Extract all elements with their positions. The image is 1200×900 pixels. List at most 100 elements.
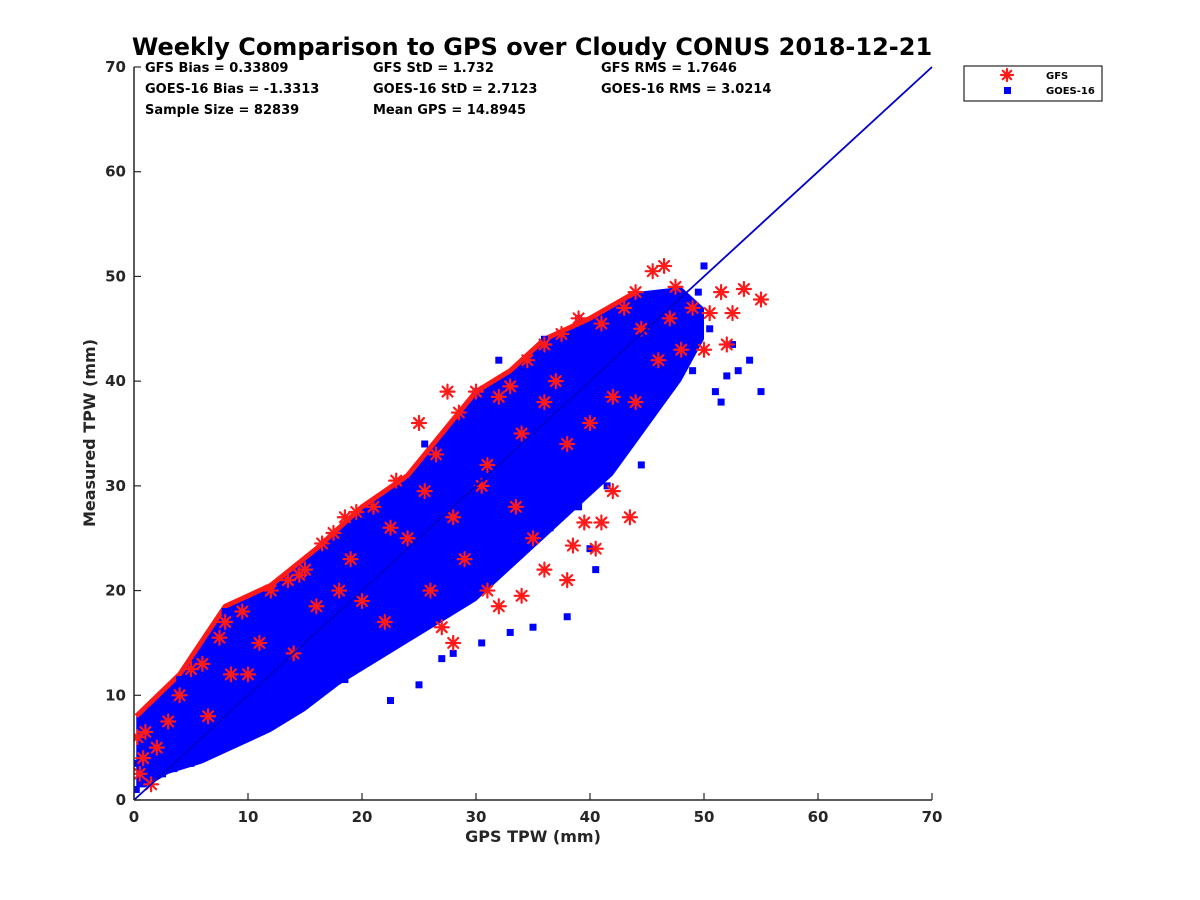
gfs-point [353,592,371,610]
gfs-point [148,739,165,756]
gfs-point [382,519,399,536]
y-ticks: 0 10 20 30 40 50 60 70 [105,58,141,809]
y-tick-label: 50 [105,267,126,285]
gfs-point [587,540,604,557]
goes-16-point [620,409,628,417]
gfs-point [479,582,496,599]
legend-box [963,65,1103,102]
goes-16-point [489,440,497,448]
goes-16-point [358,618,366,626]
gfs-point [422,582,439,599]
gfs-point [627,393,644,411]
goes-16-point [506,628,514,636]
goes-16-point [586,367,594,375]
goes-16-point [495,356,503,364]
goes-16-point [666,356,674,364]
goes-16-point [523,419,531,427]
goes-16-point [216,744,223,752]
goes-16-point [267,712,275,720]
goes-16-point [558,398,565,406]
goes-16-point [501,555,508,563]
gfs-point [513,587,530,604]
goes-16-point [187,759,195,767]
gfs-point [650,352,667,369]
legend-gfs-marker [999,67,1015,83]
gfs-point [479,456,496,474]
goes-16-point [483,498,491,506]
gfs-point [712,284,730,301]
gfs-point [234,603,251,620]
goes-16-point [273,717,280,725]
stat-annotation: GOES-16 Bias = -1.3313 [145,82,319,97]
goes-16-point [677,335,685,343]
gfs-point [502,378,519,395]
goes-16-point [438,655,446,663]
y-tick-label: 70 [105,58,126,76]
gfs-point [564,537,582,554]
gfs-point [667,278,684,295]
gfs-point [445,509,462,526]
gfs-point [593,514,610,531]
gfs-point [627,284,644,301]
goes-16-point [466,576,474,584]
gfs-point [365,498,382,515]
gfs-point [673,341,690,358]
gfs-point [559,435,576,453]
goes-16-point [444,450,451,458]
data-points-layer [134,257,770,794]
goes-16-point [421,440,429,448]
goes-16-point [335,576,343,584]
goes-16-point [198,754,206,762]
goes-16-point [415,681,423,689]
gfs-point [581,414,599,432]
goes-16-point [597,330,605,338]
goes-16-point [147,707,155,715]
gfs-point [604,388,621,405]
goes-16-point [392,498,400,506]
gfs-point [135,750,152,767]
y-axis-label: Measured TPW (mm) [80,339,99,527]
gfs-point [593,315,610,332]
gfs-point [222,666,239,683]
goes-16-point [409,618,417,626]
goes-16-point [404,503,412,511]
gfs-point [536,561,553,578]
goes-16-point [472,430,480,437]
goes-16-point [381,597,389,605]
goes-16-point [312,670,320,678]
goes-16-point [694,288,702,296]
x-tick-label: 20 [352,808,373,826]
gfs-point [217,613,234,631]
gfs-point [416,482,433,500]
gfs-point [348,503,365,521]
goes-16-point [449,649,457,657]
gfs-point [450,404,467,421]
x-tick-label: 70 [922,808,943,826]
x-tick-label: 0 [129,808,139,826]
goes-16-point [632,309,640,317]
gfs-point [388,472,405,489]
legend-goes-16-label: GOES-16 [1046,86,1095,97]
goes-16-point [278,628,286,636]
goes-16-point [711,388,719,396]
goes-16-point [689,367,697,375]
stat-annotation: GOES-16 StD = 2.7123 [373,82,537,97]
x-tick-label: 50 [694,808,715,826]
goes-16-point [210,681,218,689]
goes-16-point [575,503,583,511]
gfs-point [661,310,678,327]
gfs-point [519,352,536,369]
gfs-point [735,280,753,298]
gfs-point [137,723,154,741]
goes-16-point [569,351,577,359]
x-ticks: 0 10 20 30 40 50 60 70 [129,793,943,826]
goes-16-point [723,372,731,380]
gfs-point [616,299,633,316]
goes-16-point [654,325,662,333]
gfs-point [621,509,639,526]
gfs-point [718,336,735,353]
gfs-point [211,629,228,646]
goes-16-point [170,765,178,773]
y-tick-label: 30 [105,477,126,495]
